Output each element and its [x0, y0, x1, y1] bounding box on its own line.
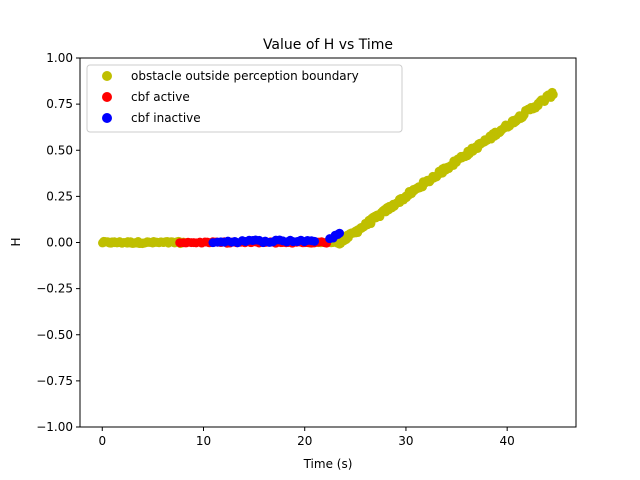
- legend: obstacle outside perception boundary cbf …: [86, 64, 403, 133]
- y-tick-label: −0.75: [36, 374, 73, 388]
- x-tick-label: 0: [98, 434, 106, 448]
- y-tick-label: 0.25: [46, 189, 73, 203]
- x-axis: 0 10 20 30 40: [98, 427, 515, 448]
- x-tick-label: 10: [196, 434, 211, 448]
- x-axis-label: Time (s): [303, 457, 353, 471]
- chart-title: Value of H vs Time: [263, 37, 393, 53]
- data-points: [98, 87, 558, 249]
- data-point-1: [548, 90, 558, 100]
- legend-box: [86, 64, 403, 133]
- y-tick-label: 0.00: [46, 236, 73, 250]
- legend-label: cbf active: [131, 90, 190, 104]
- data-point-3: [335, 228, 345, 238]
- y-tick-label: 0.50: [46, 143, 73, 157]
- y-tick-label: −1.00: [36, 420, 73, 434]
- y-axis-label: H: [9, 237, 23, 246]
- y-tick-label: 0.75: [46, 97, 73, 111]
- y-tick-label: 1.00: [46, 51, 73, 65]
- legend-marker: [102, 113, 112, 123]
- x-tick-label: 20: [297, 434, 312, 448]
- x-tick-label: 40: [500, 434, 515, 448]
- data-point-3: [310, 236, 320, 246]
- legend-label: cbf inactive: [131, 111, 201, 125]
- y-axis: −1.00 −0.75 −0.50 −0.25 0.00 0.25 0.50 0.75 1.00: [36, 51, 80, 434]
- legend-label: obstacle outside perception boundary: [131, 69, 359, 83]
- legend-marker: [102, 71, 112, 81]
- legend-marker: [102, 92, 112, 102]
- y-tick-label: −0.25: [36, 282, 73, 296]
- x-tick-label: 30: [398, 434, 413, 448]
- y-tick-label: −0.50: [36, 328, 73, 342]
